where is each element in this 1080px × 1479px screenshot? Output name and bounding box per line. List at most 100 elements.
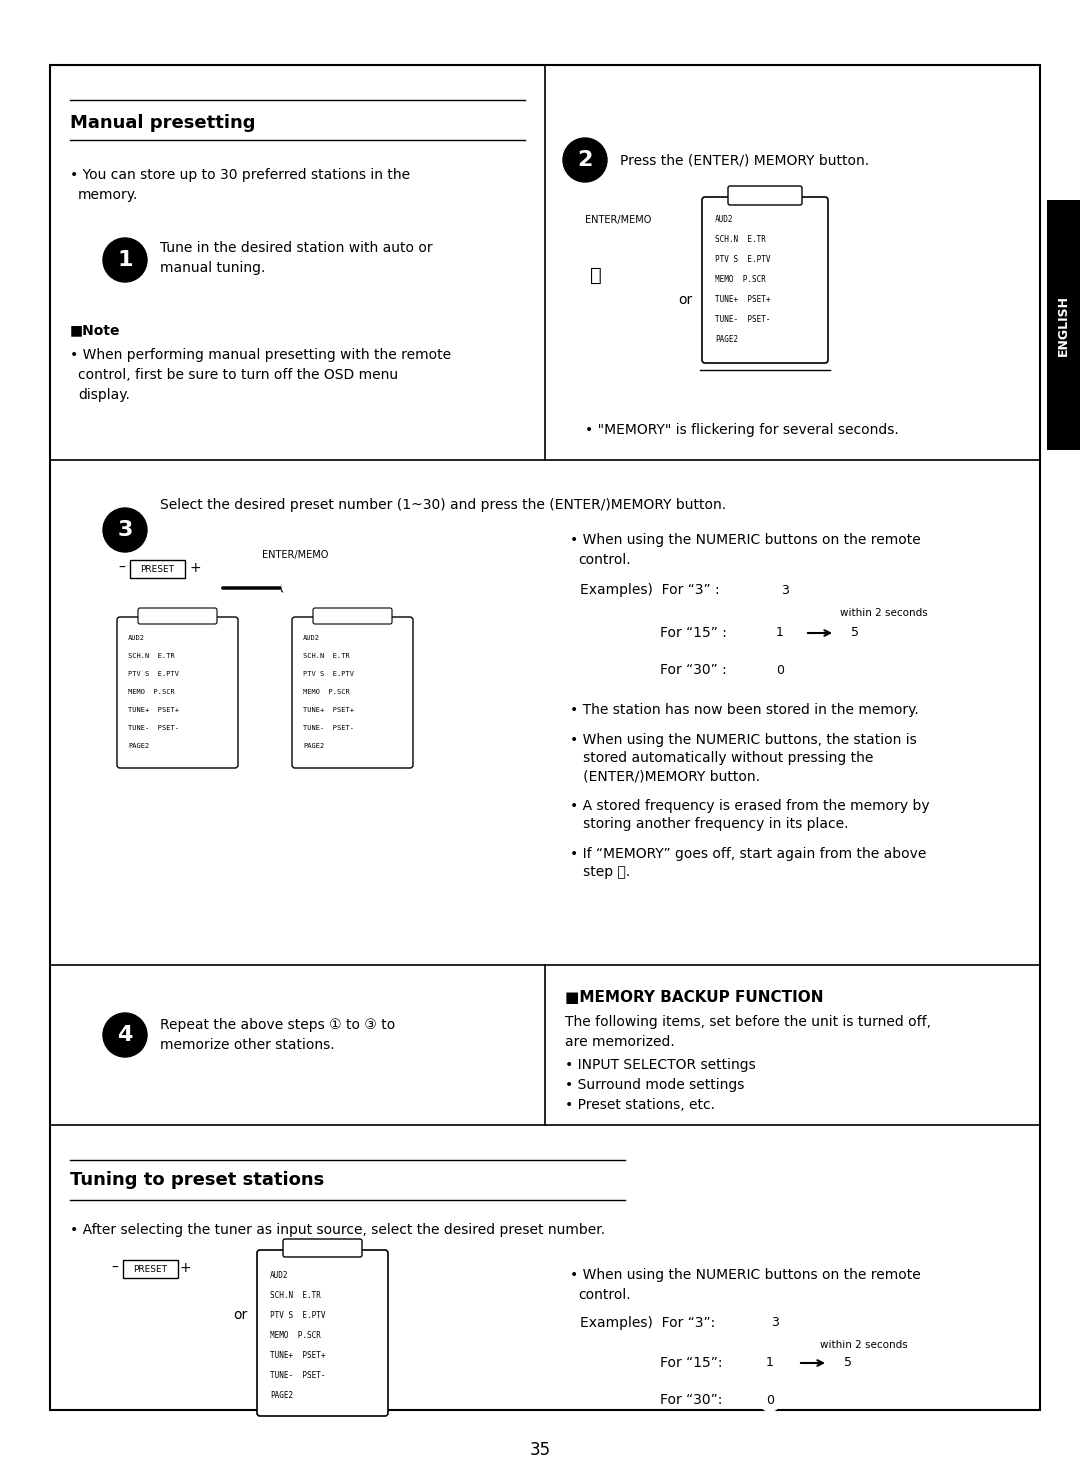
- Circle shape: [705, 294, 715, 305]
- Text: 1: 1: [777, 627, 784, 639]
- Text: or: or: [233, 1307, 247, 1322]
- Circle shape: [705, 254, 715, 265]
- Circle shape: [399, 634, 407, 642]
- Circle shape: [563, 138, 607, 182]
- Circle shape: [372, 1370, 382, 1380]
- Circle shape: [110, 578, 134, 602]
- Text: within 2 seconds: within 2 seconds: [820, 1340, 908, 1350]
- Text: TUNE-  PSET-: TUNE- PSET-: [270, 1371, 325, 1380]
- Circle shape: [399, 705, 407, 714]
- Circle shape: [260, 1370, 270, 1380]
- Text: PAGE2: PAGE2: [270, 1390, 293, 1399]
- Text: PTV S  E.PTV: PTV S E.PTV: [270, 1310, 325, 1319]
- Circle shape: [173, 1278, 197, 1302]
- Text: • INPUT SELECTOR settings: • INPUT SELECTOR settings: [565, 1057, 756, 1072]
- Text: Repeat the above steps ① to ③ to: Repeat the above steps ① to ③ to: [160, 1018, 395, 1032]
- Text: Tuning to preset stations: Tuning to preset stations: [70, 1171, 324, 1189]
- Text: PAGE2: PAGE2: [303, 742, 324, 748]
- Text: 0: 0: [766, 1393, 774, 1407]
- Text: AUD2: AUD2: [303, 634, 320, 640]
- Circle shape: [705, 235, 715, 246]
- Circle shape: [759, 1389, 781, 1411]
- FancyBboxPatch shape: [728, 186, 802, 206]
- Circle shape: [399, 670, 407, 677]
- Text: • When using the NUMERIC buttons on the remote: • When using the NUMERIC buttons on the …: [570, 532, 921, 547]
- Text: PTV S  E.PTV: PTV S E.PTV: [303, 671, 354, 677]
- Text: 3: 3: [118, 521, 133, 540]
- Circle shape: [103, 1278, 127, 1302]
- Text: manual tuning.: manual tuning.: [160, 260, 266, 275]
- Circle shape: [120, 725, 129, 732]
- Text: For “30” :: For “30” :: [660, 663, 727, 677]
- Bar: [1047, 200, 1080, 450]
- Circle shape: [837, 1352, 859, 1374]
- Circle shape: [295, 652, 303, 660]
- Circle shape: [589, 232, 615, 257]
- Circle shape: [372, 1330, 382, 1340]
- Circle shape: [812, 254, 822, 265]
- Text: 0: 0: [777, 664, 784, 676]
- Text: 3: 3: [781, 584, 788, 596]
- Text: 4: 4: [118, 1025, 133, 1046]
- Text: • When using the NUMERIC buttons, the station is: • When using the NUMERIC buttons, the st…: [570, 734, 917, 747]
- Text: display.: display.: [78, 387, 130, 402]
- Circle shape: [295, 670, 303, 677]
- Circle shape: [120, 688, 129, 697]
- Circle shape: [769, 660, 791, 680]
- Circle shape: [295, 725, 303, 732]
- Circle shape: [103, 238, 147, 282]
- Circle shape: [399, 688, 407, 697]
- Text: 5: 5: [843, 1356, 852, 1370]
- Circle shape: [705, 315, 715, 325]
- Text: are memorized.: are memorized.: [565, 1035, 675, 1049]
- Circle shape: [120, 670, 129, 677]
- Text: ■MEMORY BACKUP FUNCTION: ■MEMORY BACKUP FUNCTION: [565, 991, 824, 1006]
- Text: • Preset stations, etc.: • Preset stations, etc.: [565, 1097, 715, 1112]
- Bar: [130, 561, 185, 578]
- Text: ENTER/MEMO: ENTER/MEMO: [585, 214, 651, 225]
- Text: Press the (ENTER/) MEMORY button.: Press the (ENTER/) MEMORY button.: [620, 152, 869, 167]
- Circle shape: [843, 623, 866, 643]
- Text: PTV S  E.PTV: PTV S E.PTV: [715, 256, 770, 265]
- Text: MEMO  P.SCR: MEMO P.SCR: [303, 689, 350, 695]
- Text: AUD2: AUD2: [129, 634, 145, 640]
- Circle shape: [812, 235, 822, 246]
- Text: • If “MEMORY” goes off, start again from the above: • If “MEMORY” goes off, start again from…: [570, 847, 927, 861]
- Circle shape: [260, 1290, 270, 1300]
- Circle shape: [224, 652, 232, 660]
- Circle shape: [372, 1270, 382, 1279]
- Text: AUD2: AUD2: [715, 216, 733, 225]
- Text: TUNE+  PSET+: TUNE+ PSET+: [303, 707, 354, 713]
- Text: memory.: memory.: [78, 188, 138, 203]
- Text: MEMO  P.SCR: MEMO P.SCR: [715, 275, 766, 284]
- Circle shape: [812, 294, 822, 305]
- Circle shape: [260, 1330, 270, 1340]
- Text: TUNE+  PSET+: TUNE+ PSET+: [270, 1350, 325, 1359]
- Text: control, first be sure to turn off the OSD menu: control, first be sure to turn off the O…: [78, 368, 399, 382]
- Text: • Surround mode settings: • Surround mode settings: [565, 1078, 744, 1092]
- Circle shape: [774, 578, 796, 600]
- Text: For “15” :: For “15” :: [660, 626, 727, 640]
- Circle shape: [705, 275, 715, 285]
- Text: +: +: [179, 1262, 191, 1275]
- Text: • When performing manual presetting with the remote: • When performing manual presetting with…: [70, 348, 451, 362]
- Text: MEMO  P.SCR: MEMO P.SCR: [129, 689, 175, 695]
- Circle shape: [705, 214, 715, 225]
- Text: Select the desired preset number (1~30) and press the (ENTER/)MEMORY button.: Select the desired preset number (1~30) …: [160, 498, 726, 512]
- Text: AUD2: AUD2: [270, 1270, 288, 1279]
- Circle shape: [812, 214, 822, 225]
- Text: • When using the NUMERIC buttons on the remote: • When using the NUMERIC buttons on the …: [570, 1268, 921, 1282]
- Text: • After selecting the tuner as input source, select the desired preset number.: • After selecting the tuner as input sou…: [70, 1223, 605, 1236]
- Circle shape: [224, 705, 232, 714]
- Circle shape: [103, 1013, 147, 1057]
- Text: 1: 1: [118, 250, 133, 271]
- FancyBboxPatch shape: [257, 1250, 388, 1415]
- Text: • You can store up to 30 preferred stations in the: • You can store up to 30 preferred stati…: [70, 169, 410, 182]
- Text: PAGE2: PAGE2: [715, 336, 738, 345]
- FancyBboxPatch shape: [117, 617, 238, 768]
- Text: (ENTER/)MEMORY button.: (ENTER/)MEMORY button.: [570, 769, 760, 782]
- Text: 35: 35: [529, 1441, 551, 1458]
- Text: For “15”:: For “15”:: [660, 1356, 723, 1370]
- Text: The following items, set before the unit is turned off,: The following items, set before the unit…: [565, 1015, 931, 1029]
- Text: PRESET: PRESET: [140, 565, 174, 574]
